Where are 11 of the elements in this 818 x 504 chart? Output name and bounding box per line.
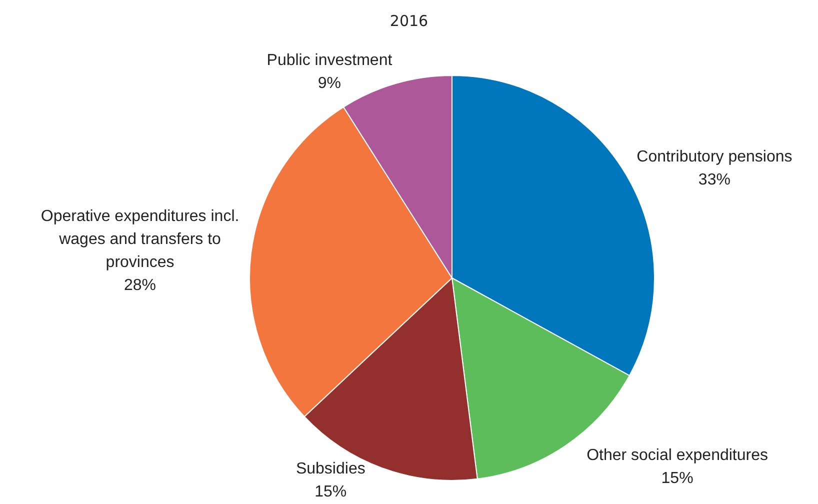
- slice-label: Operative expenditures incl. wages and transfers to provinces: [40, 208, 240, 272]
- slice-label: Other social expenditures: [586, 446, 768, 464]
- slice-label: Subsidies: [296, 460, 366, 478]
- data-label: 15%: [314, 483, 347, 500]
- data-label: 9%: [318, 74, 342, 92]
- slice-label: Public investment: [266, 52, 393, 69]
- slice-label: Contributory pensions: [636, 148, 792, 166]
- data-label: 33%: [698, 172, 730, 189]
- data-label: 28%: [124, 277, 156, 294]
- data-label: 15%: [661, 470, 694, 487]
- chart-subtitle: 2016: [390, 12, 428, 30]
